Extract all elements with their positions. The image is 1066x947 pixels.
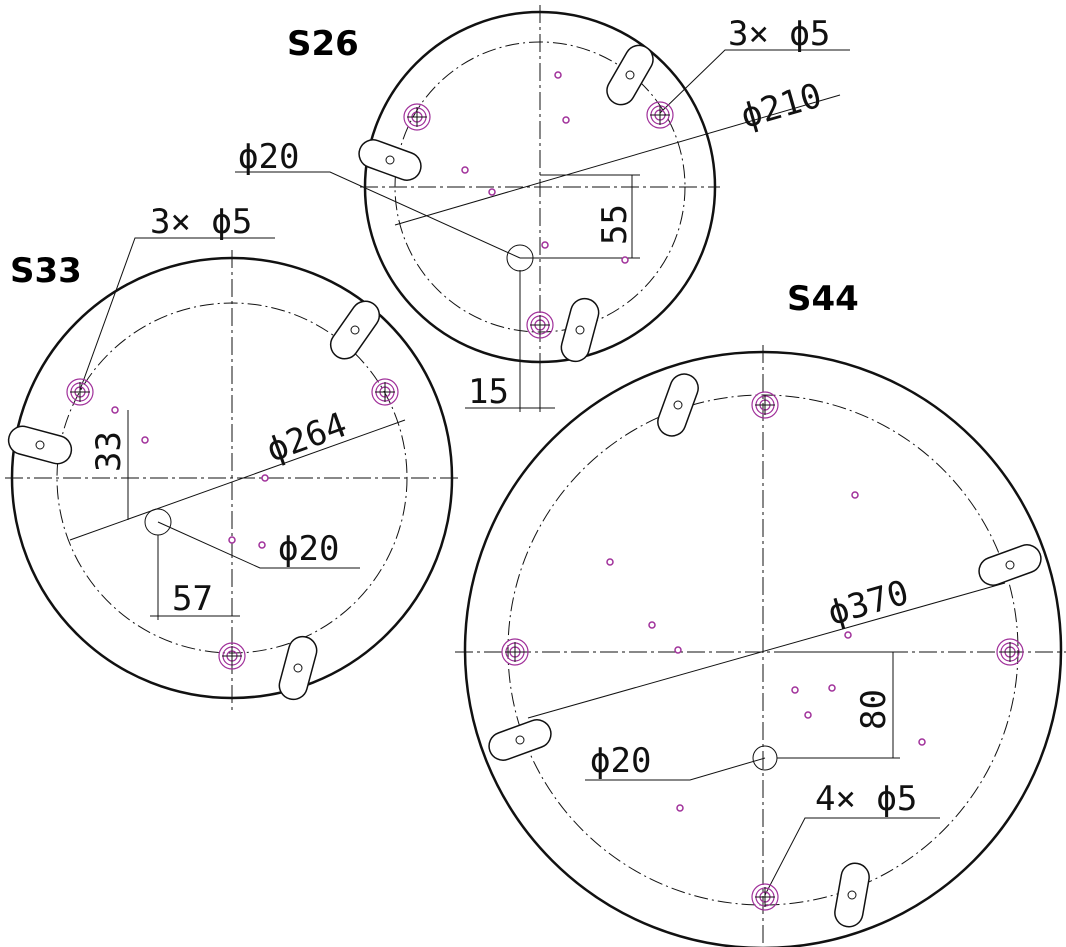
dimension: 4× ϕ5 [815, 779, 917, 819]
small-hole [259, 542, 265, 548]
part-s33 [5, 238, 460, 710]
dimension: ϕ20 [278, 529, 339, 569]
small-hole [142, 437, 148, 443]
part-s44 [455, 345, 1066, 947]
dimension: 15 [468, 372, 509, 412]
small-hole [555, 72, 561, 78]
small-hole [845, 632, 851, 638]
dimension: 57 [172, 579, 213, 619]
dimension: ϕ20 [238, 137, 299, 177]
small-hole [112, 407, 118, 413]
small-hole [489, 189, 495, 195]
small-hole [792, 687, 798, 693]
dimension: 80 [854, 689, 894, 730]
clamp-tab [276, 633, 320, 702]
part-label: S44 [787, 279, 859, 319]
dimension: ϕ210 [736, 76, 826, 137]
dimension: 55 [595, 204, 635, 245]
clamp-tab [654, 370, 702, 440]
small-hole [462, 167, 468, 173]
technical-drawing: S26 S33 S44 3× ϕ5 ϕ210 ϕ20 55 15 3× ϕ5 3… [0, 0, 1066, 947]
dimension: 3× ϕ5 [150, 202, 252, 242]
small-hole [563, 117, 569, 123]
clamp-tab [5, 423, 74, 467]
small-hole [852, 492, 858, 498]
clamp-tab [325, 296, 385, 364]
small-hole [675, 647, 681, 653]
dimension: ϕ20 [590, 741, 651, 781]
part-label: S33 [10, 251, 82, 291]
dimension: ϕ370 [823, 573, 913, 634]
small-hole [829, 685, 835, 691]
clamp-tab [602, 40, 658, 109]
part-label: S26 [287, 24, 359, 64]
small-hole [919, 739, 925, 745]
small-hole [607, 559, 613, 565]
clamp-tab [833, 861, 872, 929]
small-hole [805, 712, 811, 718]
small-hole [622, 257, 628, 263]
clamp-tab [975, 541, 1045, 589]
small-hole [229, 537, 235, 543]
small-hole [262, 475, 268, 481]
dimension: 3× ϕ5 [728, 14, 830, 54]
small-hole [542, 242, 548, 248]
clamp-tab [485, 716, 555, 764]
dimension: ϕ264 [261, 405, 352, 471]
small-hole [677, 805, 683, 811]
dimension: 33 [89, 431, 129, 472]
small-hole [649, 622, 655, 628]
